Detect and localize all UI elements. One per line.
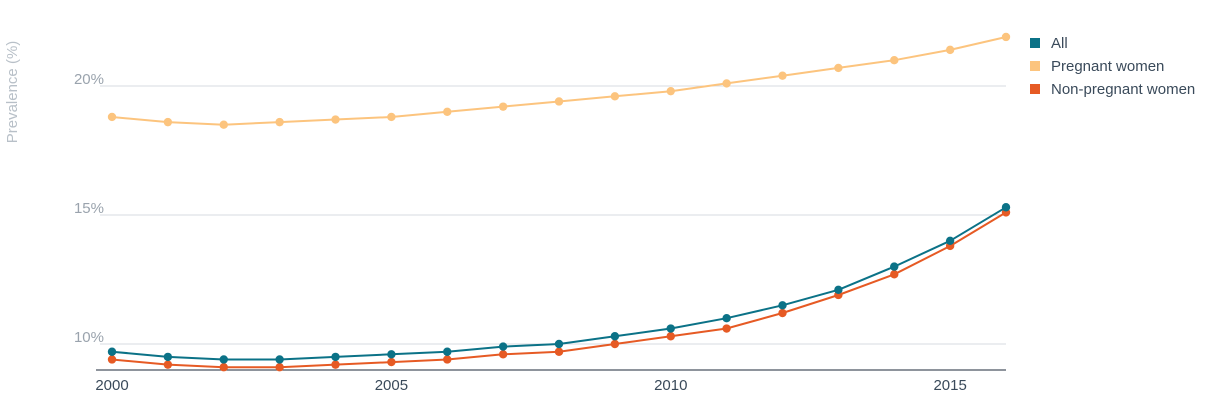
data-point[interactable]: [443, 355, 452, 364]
data-point[interactable]: [722, 79, 731, 88]
data-point[interactable]: [778, 301, 787, 310]
y-tick-label: 15%: [74, 200, 104, 217]
data-point[interactable]: [778, 71, 787, 80]
data-point[interactable]: [610, 92, 620, 101]
data-point[interactable]: [163, 352, 173, 362]
series-pregnant-women: [107, 32, 1011, 129]
series-all: [107, 203, 1011, 364]
data-point[interactable]: [498, 102, 508, 111]
legend-item-non-pregnant-women[interactable]: Non-pregnant women: [1030, 81, 1195, 98]
data-point[interactable]: [666, 324, 675, 333]
data-point[interactable]: [387, 350, 396, 359]
data-point[interactable]: [219, 120, 228, 129]
data-point[interactable]: [890, 270, 899, 279]
y-axis-label: Prevalence (%): [4, 41, 21, 144]
data-point[interactable]: [275, 363, 284, 372]
data-point[interactable]: [945, 45, 955, 55]
gridlines: 10% 15% 20%: [74, 71, 1006, 346]
data-point[interactable]: [219, 363, 228, 372]
data-point[interactable]: [778, 308, 787, 318]
data-point[interactable]: [554, 339, 564, 349]
data-point[interactable]: [163, 117, 173, 127]
data-point[interactable]: [610, 332, 620, 341]
data-point[interactable]: [890, 262, 899, 271]
x-tick-label: 2010: [654, 377, 687, 394]
series-layer: [107, 32, 1011, 372]
data-point[interactable]: [331, 115, 340, 124]
legend-label: Non-pregnant women: [1051, 81, 1195, 98]
legend: All Pregnant women Non-pregnant women: [1030, 35, 1195, 98]
data-point[interactable]: [945, 236, 955, 245]
data-point[interactable]: [107, 355, 117, 364]
series-line-pregnant-women: [111, 36, 1007, 126]
data-point[interactable]: [722, 324, 731, 333]
legend-swatch: [1030, 38, 1040, 48]
data-point[interactable]: [107, 347, 117, 356]
data-point[interactable]: [443, 107, 452, 117]
data-point[interactable]: [666, 86, 675, 96]
data-point[interactable]: [163, 360, 173, 369]
data-point[interactable]: [498, 342, 508, 351]
data-point[interactable]: [1001, 32, 1011, 42]
data-point[interactable]: [219, 355, 228, 364]
series-non-pregnant-women: [107, 208, 1011, 372]
legend-swatch: [1030, 84, 1040, 94]
data-point[interactable]: [666, 332, 675, 341]
data-point[interactable]: [387, 357, 396, 367]
data-point[interactable]: [834, 63, 843, 73]
data-point[interactable]: [554, 347, 564, 356]
legend-item-pregnant-women[interactable]: Pregnant women: [1030, 58, 1164, 75]
data-point[interactable]: [275, 117, 284, 127]
data-point[interactable]: [554, 97, 564, 106]
x-tick-label: 2000: [95, 377, 128, 394]
data-point[interactable]: [722, 314, 731, 323]
data-point[interactable]: [443, 347, 452, 356]
data-point[interactable]: [331, 352, 340, 362]
y-tick-label: 20%: [74, 71, 104, 88]
legend-item-all[interactable]: All: [1030, 35, 1068, 52]
data-point[interactable]: [107, 112, 117, 122]
data-point[interactable]: [387, 112, 396, 122]
x-axis: 2000 2005 2010 2015: [95, 369, 1006, 394]
data-point[interactable]: [1001, 203, 1011, 212]
data-point[interactable]: [890, 56, 899, 65]
data-point[interactable]: [834, 285, 843, 295]
x-tick-label: 2005: [375, 377, 408, 394]
legend-swatch: [1030, 61, 1040, 71]
legend-label: All: [1051, 35, 1068, 52]
data-point[interactable]: [331, 360, 340, 369]
data-point[interactable]: [498, 350, 508, 359]
y-tick-label: 10%: [74, 329, 104, 346]
data-point[interactable]: [610, 339, 620, 349]
data-point[interactable]: [275, 355, 284, 364]
x-tick-label: 2015: [933, 377, 966, 394]
legend-label: Pregnant women: [1051, 58, 1164, 75]
